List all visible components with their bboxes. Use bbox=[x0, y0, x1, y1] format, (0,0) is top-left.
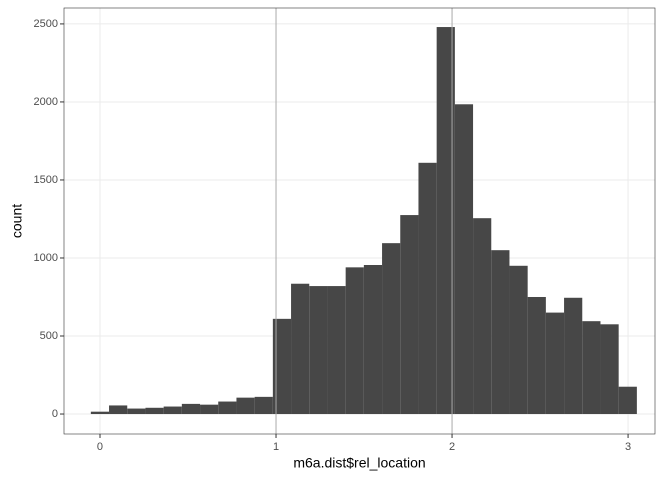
x-tick-label: 2 bbox=[449, 441, 455, 453]
y-tick-label: 0 bbox=[52, 408, 58, 420]
bar bbox=[200, 404, 219, 415]
bar bbox=[600, 324, 619, 415]
bar bbox=[473, 218, 492, 415]
bar bbox=[309, 286, 328, 415]
bar bbox=[218, 401, 237, 415]
y-tick-label: 1000 bbox=[34, 252, 58, 264]
bar bbox=[618, 386, 637, 415]
y-tick-label: 1500 bbox=[34, 174, 58, 186]
bar bbox=[564, 297, 583, 415]
x-tick-label: 1 bbox=[273, 441, 279, 453]
y-tick-label: 2000 bbox=[34, 96, 58, 108]
bar bbox=[109, 405, 128, 415]
bar bbox=[436, 27, 455, 415]
y-axis-title: count bbox=[9, 204, 25, 238]
x-tick-label: 3 bbox=[625, 441, 631, 453]
bar bbox=[382, 243, 401, 415]
bar bbox=[145, 407, 164, 415]
bar bbox=[418, 162, 437, 415]
bar bbox=[345, 267, 364, 415]
y-tick-label: 2500 bbox=[34, 18, 58, 30]
bar bbox=[527, 296, 546, 415]
bar bbox=[254, 396, 273, 415]
panel-border bbox=[63, 7, 656, 435]
bar bbox=[291, 283, 310, 415]
bar bbox=[545, 312, 565, 415]
bar bbox=[127, 408, 146, 415]
bar bbox=[272, 318, 292, 415]
bar bbox=[363, 265, 383, 415]
bar bbox=[163, 406, 182, 415]
bar bbox=[400, 215, 419, 415]
bar bbox=[509, 265, 528, 415]
x-tick-label: 0 bbox=[97, 441, 103, 453]
x-axis-title: m6a.dist$rel_location bbox=[293, 455, 425, 471]
y-tick-label: 500 bbox=[40, 330, 58, 342]
bar bbox=[181, 403, 201, 415]
bar bbox=[582, 321, 601, 415]
bar bbox=[236, 397, 255, 415]
bar bbox=[327, 286, 346, 415]
bar bbox=[491, 250, 510, 415]
bar bbox=[454, 104, 474, 415]
bar bbox=[90, 411, 110, 415]
